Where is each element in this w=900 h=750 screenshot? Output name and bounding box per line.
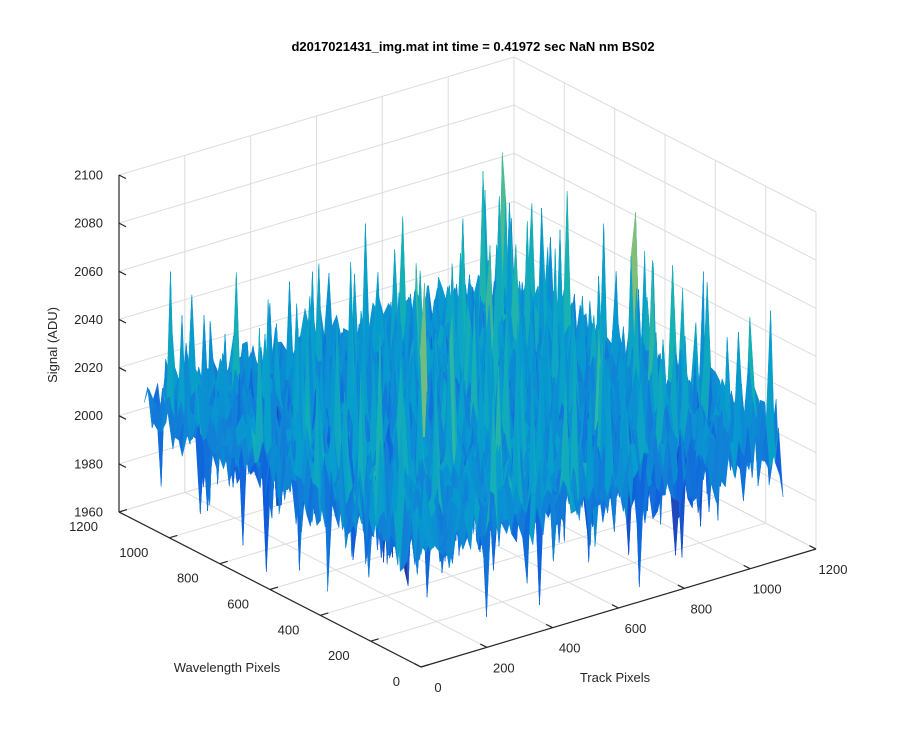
gridline-z	[118, 200, 817, 357]
gridline-z	[118, 152, 817, 309]
gridline-z	[118, 104, 817, 261]
surface-patch	[670, 495, 680, 556]
gridline-z	[118, 249, 817, 406]
surface	[144, 152, 784, 617]
gridline-z	[118, 56, 817, 213]
